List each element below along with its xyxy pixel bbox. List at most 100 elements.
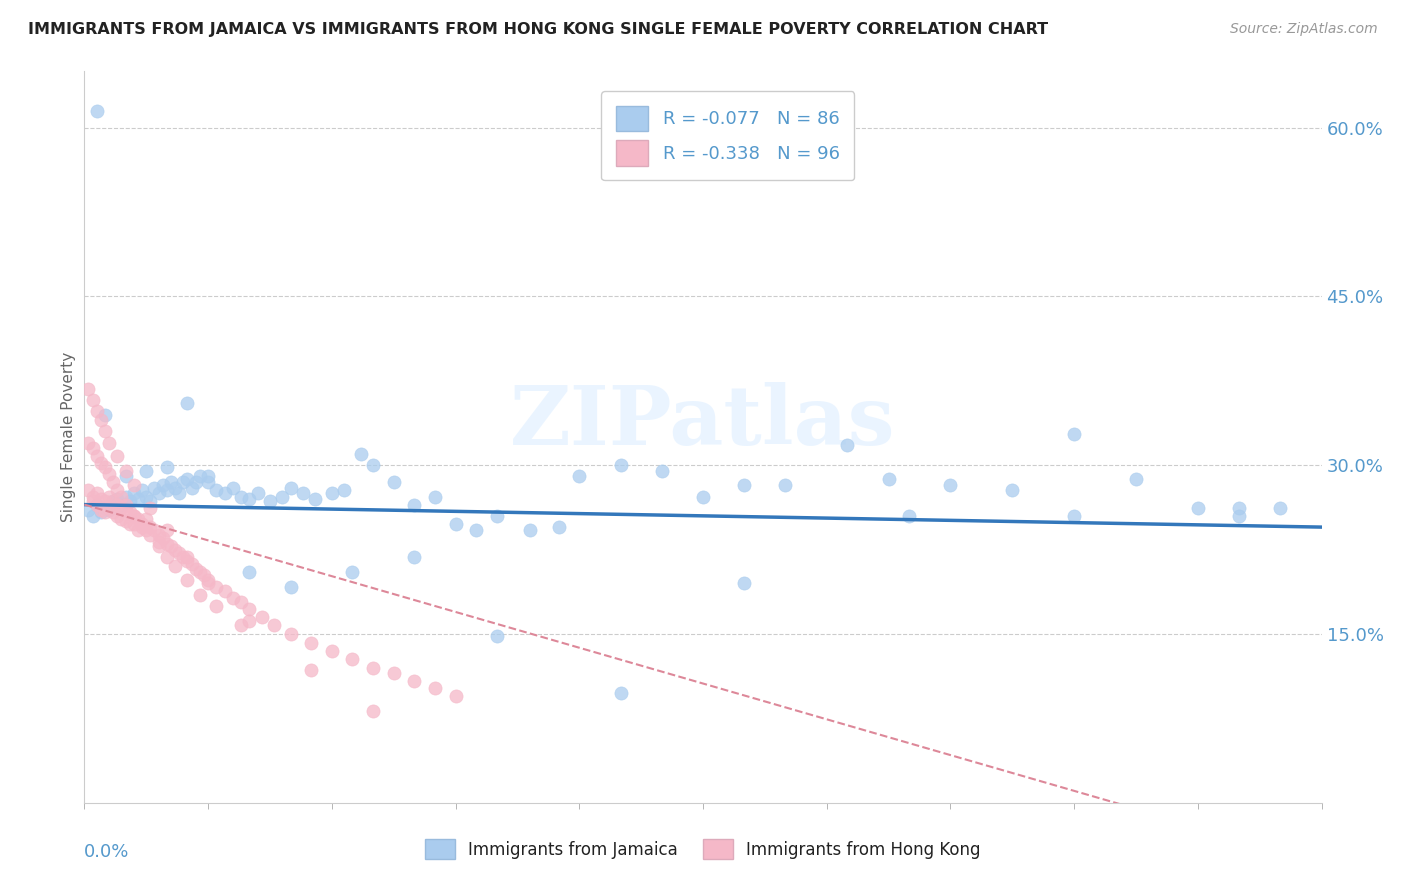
Point (156, 550, 179, 565)
Point (465, 524, 488, 538)
Point (165, 542, 187, 557)
Point (77, 382, 100, 396)
Point (110, 490, 132, 504)
Point (382, 666, 405, 681)
Point (110, 498, 132, 512)
Point (444, 516, 467, 531)
Point (250, 610, 273, 624)
Point (127, 524, 149, 538)
Point (86, 498, 108, 512)
Point (82, 442, 104, 456)
Point (172, 550, 194, 565)
Point (568, 469, 591, 483)
Point (135, 464, 157, 478)
Point (105, 498, 128, 512)
Point (105, 508, 128, 523)
Point (103, 494, 125, 508)
Point (103, 475, 125, 489)
Point (110, 500, 132, 515)
Point (238, 491, 260, 506)
Text: Source: ZipAtlas.com: Source: ZipAtlas.com (1230, 22, 1378, 37)
Point (131, 483, 153, 497)
Point (176, 472, 198, 486)
Point (733, 478, 755, 492)
Point (127, 512, 149, 526)
Point (143, 524, 166, 538)
Point (485, 629, 508, 643)
Point (90, 503, 112, 517)
Point (122, 508, 145, 523)
Point (333, 483, 356, 497)
Point (148, 539, 170, 553)
Point (519, 524, 541, 538)
Point (86, 486, 108, 500)
Point (103, 506, 125, 520)
Point (98, 503, 121, 517)
Point (733, 576, 755, 591)
Point (105, 449, 128, 463)
Point (103, 494, 125, 508)
Point (98, 467, 121, 482)
Text: ZIPatlas: ZIPatlas (510, 383, 896, 462)
Point (342, 565, 364, 579)
Point (139, 500, 162, 515)
Point (423, 681, 446, 695)
Point (898, 508, 921, 523)
Point (176, 396, 198, 410)
Point (122, 516, 145, 531)
Point (877, 472, 900, 486)
Point (127, 491, 149, 506)
Point (692, 490, 714, 504)
Point (148, 528, 170, 542)
Point (156, 460, 179, 475)
Point (939, 478, 962, 492)
Point (160, 539, 183, 553)
Point (122, 508, 145, 523)
Point (229, 595, 252, 609)
Legend: R = -0.077   N = 86, R = -0.338   N = 96: R = -0.077 N = 86, R = -0.338 N = 96 (602, 91, 855, 180)
Point (238, 602, 260, 616)
Point (1125, 472, 1147, 486)
Point (160, 475, 183, 489)
Point (205, 580, 228, 594)
Point (165, 481, 187, 495)
Point (122, 478, 145, 492)
Point (98, 490, 121, 504)
Point (197, 475, 219, 489)
Text: IMMIGRANTS FROM JAMAICA VS IMMIGRANTS FROM HONG KONG SINGLE FEMALE POVERTY CORRE: IMMIGRANTS FROM JAMAICA VS IMMIGRANTS FR… (28, 22, 1049, 37)
Point (131, 520, 153, 534)
Point (259, 494, 281, 508)
Point (1227, 500, 1250, 515)
Point (148, 534, 170, 549)
Point (139, 520, 162, 534)
Point (135, 490, 157, 504)
Point (114, 503, 136, 517)
Point (404, 550, 426, 565)
Point (114, 498, 136, 512)
Point (280, 627, 302, 641)
Point (152, 532, 174, 546)
Point (86, 449, 108, 463)
Point (382, 475, 405, 489)
Point (321, 644, 343, 658)
Point (82, 508, 104, 523)
Point (94, 460, 117, 475)
Point (547, 520, 569, 534)
Point (167, 486, 190, 500)
Point (361, 661, 384, 675)
Point (114, 515, 136, 529)
Point (167, 546, 190, 560)
Point (90, 491, 112, 506)
Point (77, 435, 100, 450)
Point (304, 491, 326, 506)
Point (139, 528, 162, 542)
Point (135, 512, 157, 526)
Point (90, 506, 112, 520)
Point (176, 573, 198, 587)
Point (775, 478, 797, 492)
Point (1001, 483, 1024, 497)
Point (361, 458, 384, 473)
Point (82, 392, 104, 407)
Point (94, 425, 117, 439)
Point (229, 490, 252, 504)
